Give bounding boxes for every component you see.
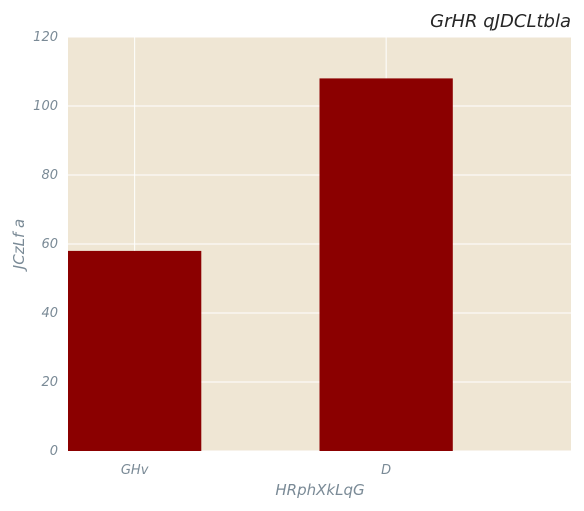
y-tick-label: 20 [41, 375, 58, 390]
x-axis-label: HRphXkLqG [275, 481, 364, 499]
bar [319, 78, 453, 452]
x-tick-labels: GHv D [121, 463, 391, 478]
y-tick-label: 100 [33, 99, 58, 114]
y-tick-label: 60 [41, 237, 58, 252]
y-axis-label: JCzLf a [10, 219, 28, 272]
bars [68, 78, 453, 452]
y-tick-label: 80 [41, 168, 58, 183]
chart-title: GrHR qJDCLtbla [430, 11, 571, 32]
bar [68, 250, 202, 451]
y-tick-label: 40 [41, 306, 58, 321]
x-tick-label: GHv [121, 463, 149, 478]
y-tick-labels: 0 20 40 60 80 100 120 [33, 30, 58, 459]
x-tick-label: D [381, 463, 391, 478]
y-tick-label: 0 [50, 444, 58, 459]
y-tick-label: 120 [33, 30, 58, 45]
